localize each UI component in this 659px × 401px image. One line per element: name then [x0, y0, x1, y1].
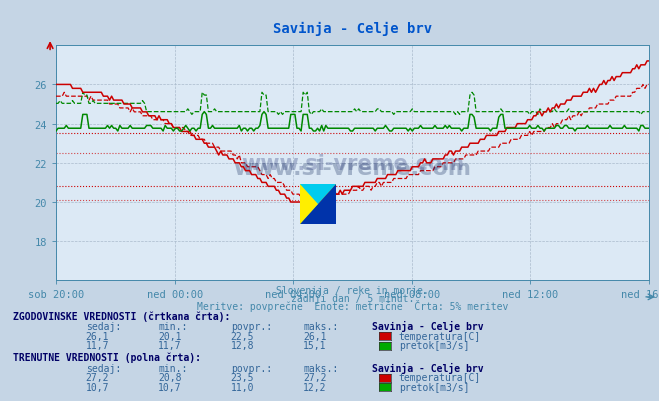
Text: 12,8: 12,8: [231, 340, 254, 350]
Text: 27,2: 27,2: [303, 373, 327, 383]
Text: 10,7: 10,7: [158, 382, 182, 392]
Text: sedaj:: sedaj:: [86, 321, 121, 331]
Text: 20,8: 20,8: [158, 373, 182, 383]
Text: Savinja - Celje brv: Savinja - Celje brv: [372, 320, 484, 331]
Text: 27,2: 27,2: [86, 373, 109, 383]
Text: 20,1: 20,1: [158, 331, 182, 341]
Text: 22,5: 22,5: [231, 331, 254, 341]
Text: 11,0: 11,0: [231, 382, 254, 392]
Text: Savinja - Celje brv: Savinja - Celje brv: [372, 362, 484, 373]
Text: temperatura[C]: temperatura[C]: [399, 373, 481, 383]
Text: Slovenija / reke in morje.: Slovenija / reke in morje.: [276, 286, 429, 296]
Text: TRENUTNE VREDNOSTI (polna črta):: TRENUTNE VREDNOSTI (polna črta):: [13, 352, 201, 363]
Text: pretok[m3/s]: pretok[m3/s]: [399, 382, 469, 392]
Text: zadnji dan / 5 minut.: zadnji dan / 5 minut.: [291, 294, 415, 304]
Text: maks.:: maks.:: [303, 363, 338, 373]
Text: Savinja - Celje brv: Savinja - Celje brv: [273, 22, 432, 36]
Text: povpr.:: povpr.:: [231, 363, 272, 373]
Text: www.si-vreme.com: www.si-vreme.com: [241, 154, 464, 173]
Text: min.:: min.:: [158, 363, 188, 373]
Text: Meritve: povprečne  Enote: metrične  Črta: 5% meritev: Meritve: povprečne Enote: metrične Črta:…: [197, 300, 508, 312]
Polygon shape: [300, 184, 336, 225]
Text: ZGODOVINSKE VREDNOSTI (črtkana črta):: ZGODOVINSKE VREDNOSTI (črtkana črta):: [13, 310, 231, 321]
Text: min.:: min.:: [158, 321, 188, 331]
Text: 11,7: 11,7: [86, 340, 109, 350]
Text: sedaj:: sedaj:: [86, 363, 121, 373]
Text: www.si-vreme.com: www.si-vreme.com: [233, 158, 472, 178]
Text: 26,1: 26,1: [303, 331, 327, 341]
Text: 10,7: 10,7: [86, 382, 109, 392]
Polygon shape: [300, 184, 336, 225]
Text: temperatura[C]: temperatura[C]: [399, 331, 481, 341]
Text: 23,5: 23,5: [231, 373, 254, 383]
Polygon shape: [300, 184, 336, 225]
Text: pretok[m3/s]: pretok[m3/s]: [399, 340, 469, 350]
Text: 11,7: 11,7: [158, 340, 182, 350]
Text: 26,1: 26,1: [86, 331, 109, 341]
Text: povpr.:: povpr.:: [231, 321, 272, 331]
Text: 12,2: 12,2: [303, 382, 327, 392]
Text: maks.:: maks.:: [303, 321, 338, 331]
Text: 15,1: 15,1: [303, 340, 327, 350]
Polygon shape: [300, 184, 318, 225]
